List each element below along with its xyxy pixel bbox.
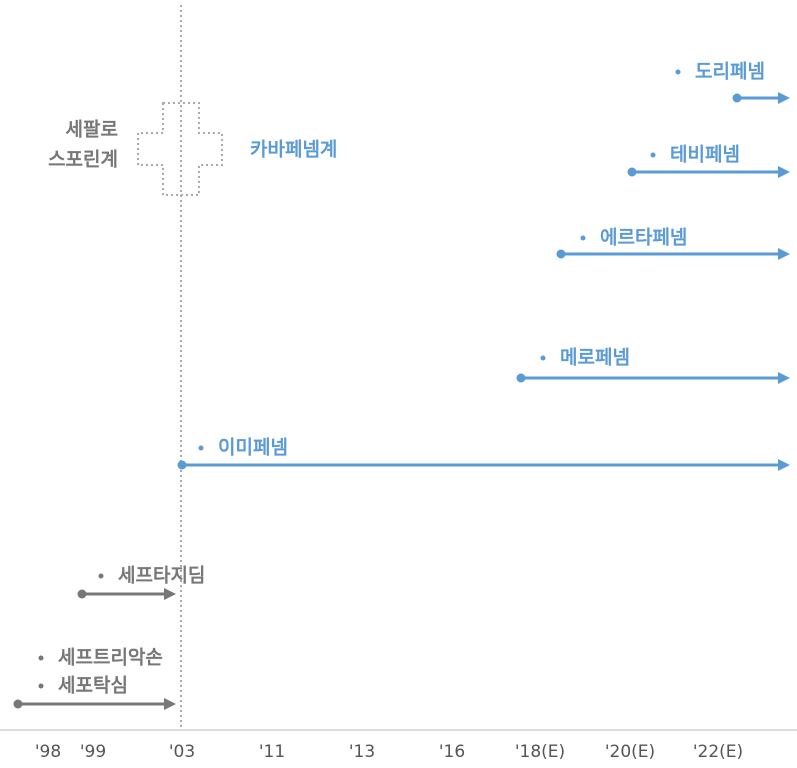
drug-label: 세프타지딤 — [118, 565, 205, 587]
arrow-start — [627, 167, 637, 177]
axis-label: '20(E) — [605, 742, 655, 762]
drug-label: 세프트리악손 — [58, 647, 163, 669]
bullet — [38, 683, 44, 689]
axis-label: '16 — [439, 742, 465, 762]
arrow-start — [732, 93, 742, 103]
drug-label: 세포탁심 — [58, 675, 128, 697]
bullet — [650, 152, 656, 158]
arrow-head — [778, 248, 790, 260]
axis-label: '18(E) — [515, 742, 565, 762]
drug-label: 에르타페넴 — [600, 227, 687, 249]
group-label: 카바페넴계 — [250, 139, 337, 161]
drug-label: 도리페넴 — [695, 61, 765, 83]
bullet — [675, 69, 681, 75]
arrow-head — [164, 588, 176, 600]
arrow-start — [516, 373, 526, 383]
cross-icon — [137, 102, 223, 196]
bullet — [98, 573, 104, 579]
axis-label: '98 — [35, 742, 61, 762]
arrow-head — [164, 698, 176, 710]
axis-label: '11 — [259, 742, 285, 762]
axis-label: '99 — [80, 742, 106, 762]
drug-label: 테비페넴 — [670, 144, 740, 166]
group-label: 스포린계 — [48, 149, 118, 171]
arrow-start — [77, 589, 87, 599]
arrow-head — [778, 92, 790, 104]
group-label: 세팔로 — [66, 119, 118, 141]
arrow-start — [13, 699, 23, 709]
axis-label: '03 — [169, 742, 195, 762]
axis-label: '13 — [349, 742, 375, 762]
arrow-head — [778, 459, 790, 471]
bullet — [580, 235, 586, 241]
bullet — [540, 355, 546, 361]
arrow-start — [177, 460, 187, 470]
arrow-head — [778, 166, 790, 178]
drug-label: 이미페넴 — [218, 437, 288, 459]
bullet — [38, 655, 44, 661]
arrow-head — [778, 372, 790, 384]
axis-label: '22(E) — [693, 742, 743, 762]
drug-label: 메로페넴 — [560, 347, 630, 369]
bullet — [198, 445, 204, 451]
arrow-start — [556, 249, 566, 259]
